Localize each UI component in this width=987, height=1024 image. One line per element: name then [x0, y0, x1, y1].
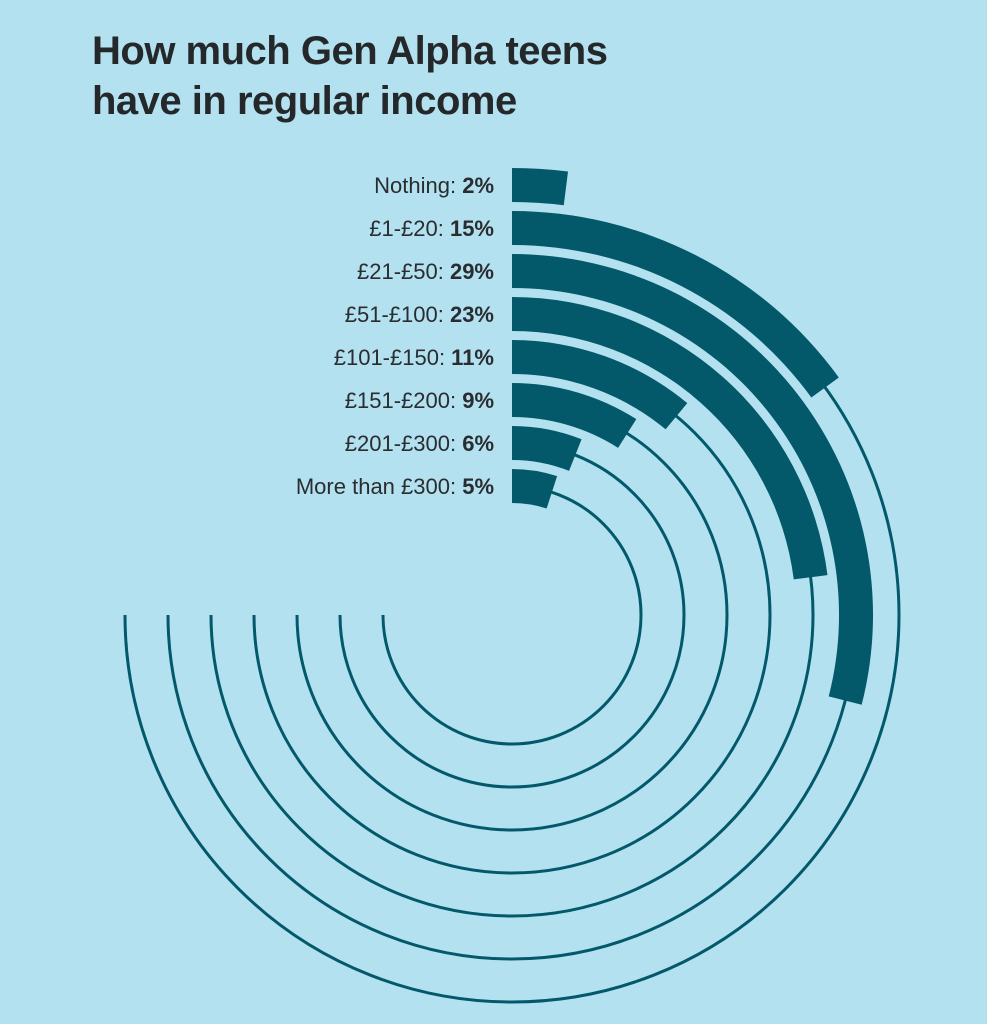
title-line-2: have in regular income [92, 79, 517, 123]
value-label: 15% [450, 216, 494, 241]
chart-title: How much Gen Alpha teens have in regular … [92, 26, 608, 126]
bar-4 [512, 340, 688, 430]
track-arc [381, 484, 643, 746]
category-name: More than £300: [296, 474, 462, 499]
category-name: £201-£300: [345, 431, 462, 456]
category-label: £151-£200: 9% [345, 388, 494, 413]
bar-7 [512, 469, 558, 509]
category-name: £151-£200: [345, 388, 462, 413]
value-label: 9% [462, 388, 494, 413]
bar-3 [512, 297, 828, 580]
category-label: Nothing: 2% [374, 173, 494, 198]
category-label: £201-£300: 6% [345, 431, 494, 456]
value-label: 5% [462, 474, 494, 499]
bar-5 [512, 383, 637, 448]
value-label: 2% [462, 173, 494, 198]
category-label: More than £300: 5% [296, 474, 494, 499]
value-label: 29% [450, 259, 494, 284]
title-line-1: How much Gen Alpha teens [92, 29, 608, 73]
bar-0 [512, 168, 569, 206]
category-name: £101-£150: [334, 345, 451, 370]
bar-2 [512, 254, 873, 705]
category-name: £21-£50: [357, 259, 450, 284]
category-label: £51-£100: 23% [345, 302, 494, 327]
value-label: 11% [451, 345, 494, 370]
bar-1 [512, 211, 839, 398]
bar-6 [512, 426, 582, 471]
track-arc [252, 355, 772, 875]
category-name: £51-£100: [345, 302, 450, 327]
category-name: £1-£20: [369, 216, 450, 241]
track-arc [338, 441, 686, 789]
category-label: £21-£50: 29% [357, 259, 494, 284]
value-label: 23% [450, 302, 494, 327]
track-arc [295, 398, 729, 832]
category-label: £101-£150: 11% [334, 345, 494, 370]
value-label: 6% [462, 431, 494, 456]
category-label: £1-£20: 15% [369, 216, 494, 241]
category-name: Nothing: [374, 173, 462, 198]
